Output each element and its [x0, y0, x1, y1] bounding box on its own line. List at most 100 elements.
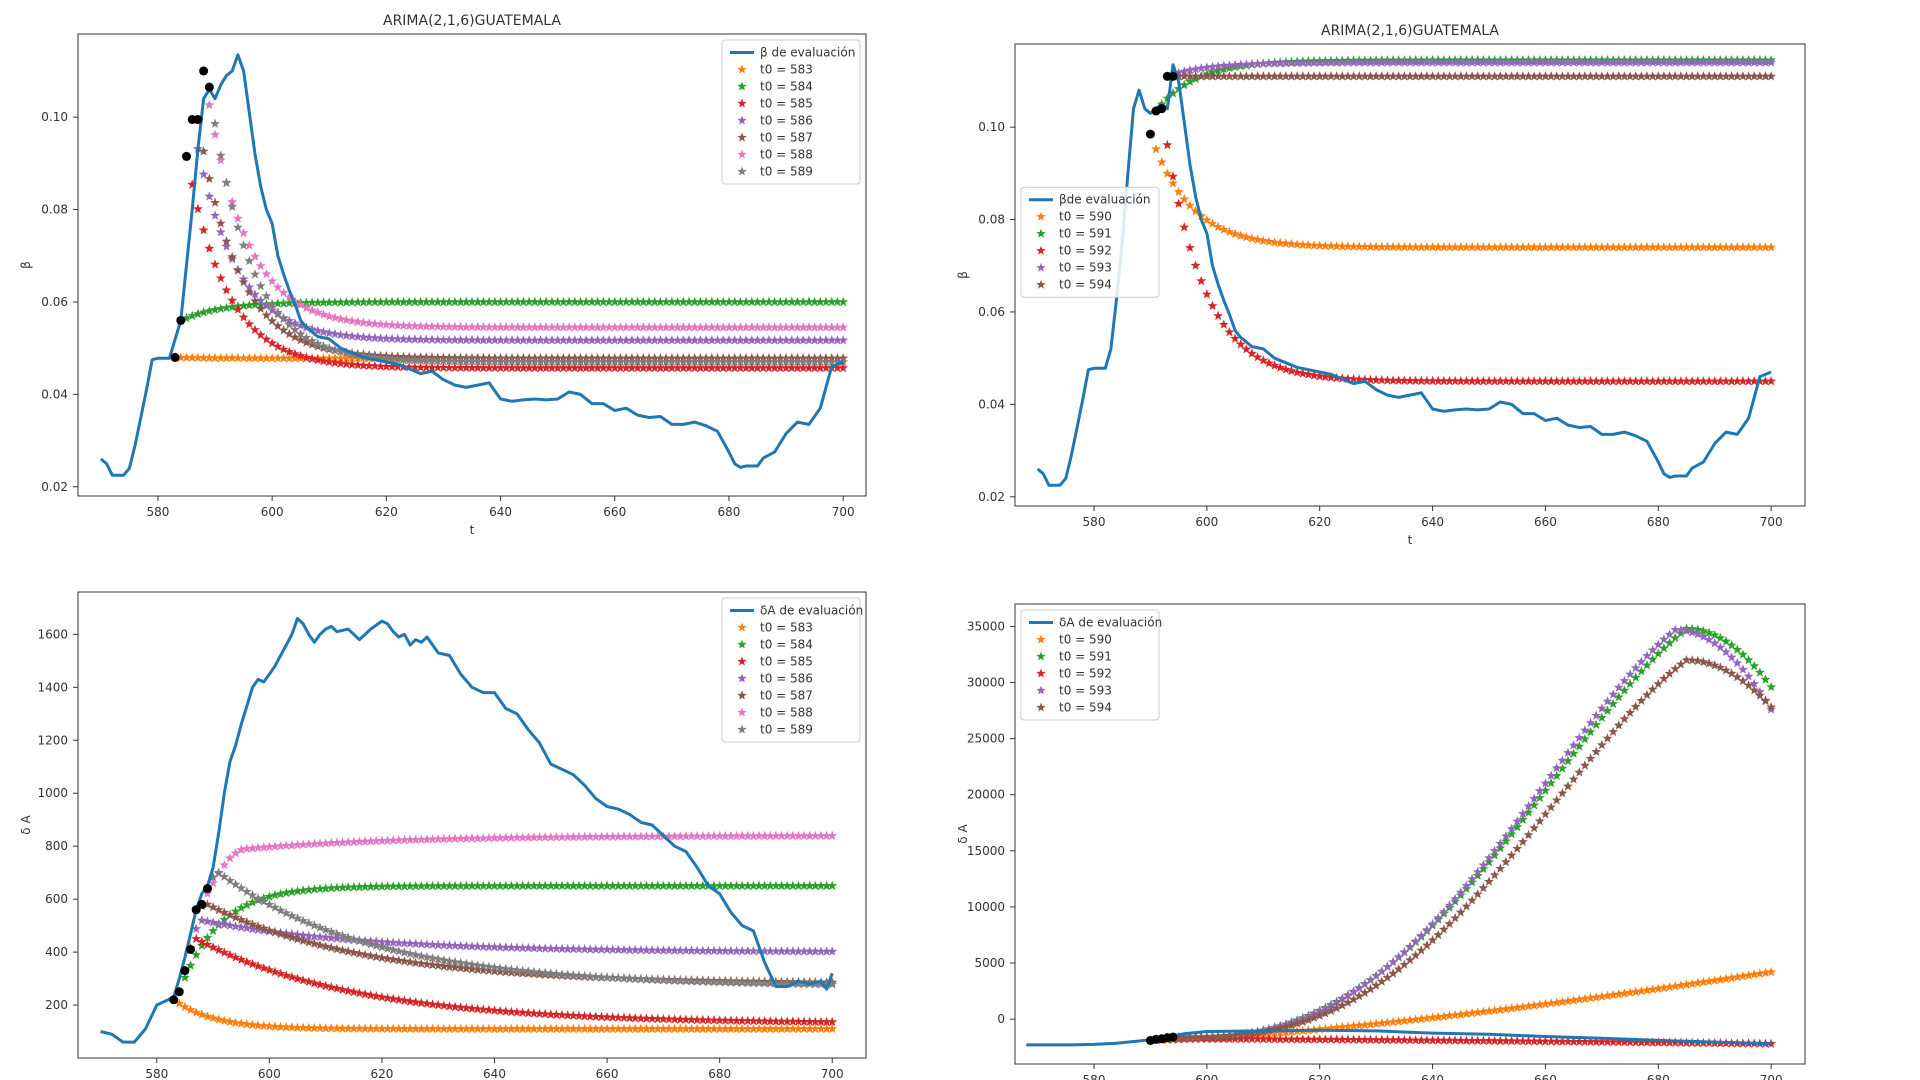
series-marker: [449, 321, 460, 332]
series-marker: [275, 1021, 286, 1032]
series-marker: [574, 831, 584, 842]
series-marker: [432, 321, 443, 331]
series-marker: [1647, 57, 1658, 67]
series-marker: [1540, 778, 1551, 788]
series-marker: [421, 334, 432, 344]
series-marker: [781, 322, 791, 332]
series-marker: [1433, 71, 1444, 81]
series-marker: [630, 1023, 641, 1034]
series-marker: [1309, 240, 1319, 250]
series-marker: [585, 831, 596, 842]
series-marker: [375, 296, 386, 307]
series-marker: [1534, 57, 1545, 67]
series-marker: [230, 847, 241, 858]
series-marker: [1467, 71, 1477, 81]
series-marker: [703, 1015, 714, 1025]
series-marker: [1416, 930, 1427, 940]
series-marker: [1704, 634, 1714, 644]
series-marker: [804, 356, 814, 367]
series-marker: [1613, 720, 1624, 730]
series-marker: [215, 273, 226, 283]
series-marker: [221, 302, 232, 313]
series-marker: [1743, 57, 1754, 67]
series-marker: [1201, 289, 1212, 299]
y-tick-label: 0.08: [41, 203, 68, 217]
series-marker: [758, 362, 769, 373]
series-marker: [574, 944, 584, 954]
legend-star-swatch: [737, 724, 747, 734]
series-marker: [1726, 242, 1737, 252]
series-marker: [832, 356, 843, 367]
series-marker: [318, 341, 329, 351]
series-marker: [1529, 57, 1540, 67]
series-marker: [489, 1023, 500, 1034]
series-marker: [1258, 1034, 1269, 1044]
series-marker: [1343, 1034, 1353, 1044]
series-marker: [449, 296, 460, 307]
legend-star-swatch: [1036, 228, 1046, 238]
series-marker: [404, 355, 415, 365]
series-marker: [714, 1023, 725, 1034]
series-marker: [771, 1016, 781, 1026]
series-marker: [478, 961, 489, 971]
series-marker: [675, 1023, 686, 1034]
series-marker: [1264, 71, 1274, 81]
series-marker: [337, 837, 348, 847]
series-marker: [1704, 376, 1714, 386]
t0-start-point: [204, 82, 214, 92]
series-marker: [1568, 995, 1579, 1005]
series-marker: [652, 974, 663, 985]
series-marker: [765, 830, 776, 841]
series-marker: [1427, 935, 1438, 945]
series-marker: [484, 356, 495, 366]
series-marker: [765, 946, 776, 956]
series-marker: [292, 839, 303, 850]
x-tick-label: 580: [1083, 515, 1106, 529]
series-marker: [764, 296, 774, 307]
series-marker: [371, 835, 382, 846]
series-marker: [1280, 364, 1291, 374]
x-tick-label: 640: [489, 505, 512, 519]
series-marker: [1292, 1018, 1303, 1028]
series-marker: [495, 1023, 506, 1034]
series-marker: [1444, 1010, 1455, 1020]
series-marker: [632, 335, 643, 345]
y-tick-label: 30000: [967, 676, 1005, 690]
series-marker: [816, 830, 826, 841]
series-marker: [225, 949, 235, 960]
series-marker: [590, 880, 601, 891]
series-marker: [438, 961, 449, 971]
series-marker: [1630, 1037, 1641, 1047]
series-marker: [684, 322, 694, 332]
series-t0-593: [1162, 57, 1777, 81]
series-marker: [416, 939, 427, 949]
series-marker: [365, 939, 376, 949]
series-marker: [415, 334, 426, 344]
series-marker: [1218, 1030, 1229, 1041]
series-marker: [742, 1023, 753, 1034]
y-tick-label: 0.10: [978, 120, 1005, 134]
series-marker: [1743, 71, 1754, 81]
series-marker: [1393, 1034, 1404, 1045]
series-marker: [535, 322, 546, 332]
series-marker: [1738, 664, 1748, 674]
series-marker: [1179, 66, 1190, 76]
series-marker: [489, 832, 500, 843]
legend-label: t0 = 584: [760, 80, 813, 94]
series-marker: [298, 1022, 309, 1032]
series-marker: [590, 944, 601, 954]
series-marker: [652, 1013, 663, 1024]
series-marker: [1512, 843, 1523, 853]
series-marker: [204, 305, 215, 316]
series-marker: [1664, 637, 1675, 648]
series-marker: [551, 1023, 562, 1034]
series-marker: [658, 1023, 669, 1034]
series-marker: [375, 353, 386, 363]
series-marker: [187, 310, 198, 321]
series-marker: [613, 1012, 624, 1022]
series-marker: [315, 838, 325, 848]
legend-star-swatch: [1036, 279, 1046, 289]
series-marker: [816, 946, 826, 956]
series-marker: [489, 296, 500, 307]
series-marker: [495, 1005, 506, 1016]
